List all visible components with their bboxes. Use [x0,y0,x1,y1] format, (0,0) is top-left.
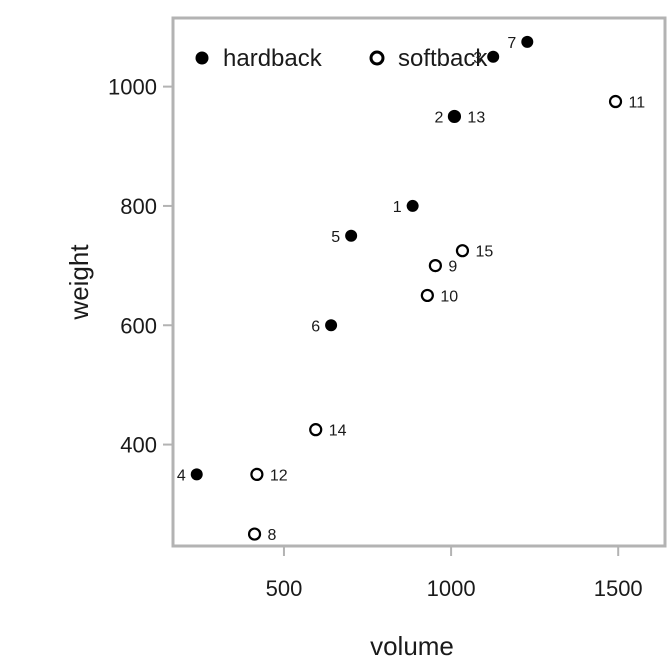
point-label: 13 [467,109,485,126]
hardback-point [406,199,419,212]
hardback-point [521,35,534,48]
x-axis-title: volume [370,631,454,661]
y-axis: 400 600 800 1000 [108,75,173,458]
softback-point [250,467,264,482]
point-label: 7 [507,35,516,52]
point-label: 5 [331,229,340,246]
hardback-point [487,50,500,63]
softback-point [309,423,323,437]
y-tick-label: 600 [120,313,157,338]
hardback-point [345,229,358,242]
point-label: 1 [393,199,402,216]
x-tick-label: 1000 [427,576,476,601]
y-tick-label: 1000 [108,75,157,100]
softback-point [447,109,462,124]
softback-legend-label: softback [398,45,488,72]
y-tick-label: 800 [120,194,157,219]
y-axis-title: weight [64,244,94,321]
point-label: 11 [629,95,646,112]
point-label: 3 [473,50,482,67]
softback-point [455,244,470,258]
hardback-point [190,468,203,481]
point-label: 14 [329,423,347,440]
point-label: 12 [270,467,288,484]
softback-point [420,288,434,303]
point-label: 2 [435,109,444,126]
point-label: 15 [475,244,493,261]
plot-frame [171,16,667,548]
point-label: 10 [440,288,458,305]
point-label: 8 [268,527,277,544]
x-tick-label: 1500 [594,576,643,601]
point-label: 9 [448,259,457,276]
hardback-point [448,110,461,123]
hardback-legend-marker [195,51,209,65]
softback-point [247,527,262,541]
hardback-legend-label: hardback [223,45,323,72]
legend: hardback softback [195,45,488,72]
softback-point [608,94,623,109]
softback-legend-marker [369,50,385,66]
x-axis: 500 1000 1500 [266,546,643,601]
hardback-point [325,319,338,332]
softback-point [428,258,442,273]
point-label: 4 [177,467,186,484]
y-tick-label: 400 [120,433,157,458]
point-label: 6 [311,318,320,335]
x-tick-label: 500 [266,576,303,601]
